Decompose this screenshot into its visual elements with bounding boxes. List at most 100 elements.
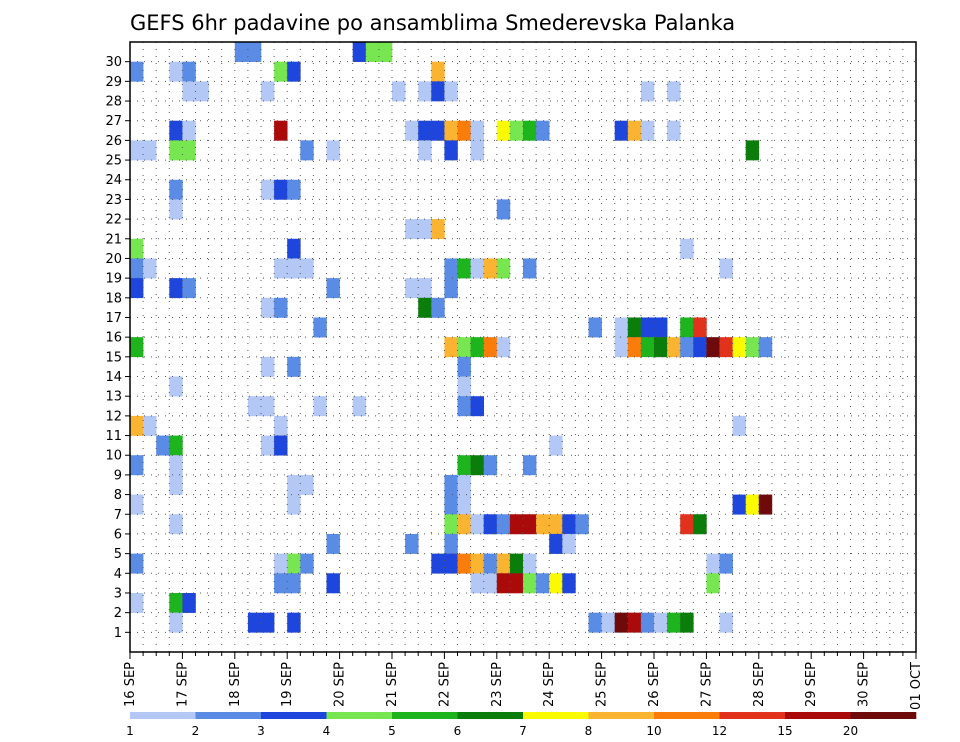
precip-cell <box>640 612 655 633</box>
precip-cell <box>680 612 694 633</box>
colorbar-label: 5 <box>388 724 396 738</box>
precip-cell <box>418 219 432 240</box>
precip-cell <box>405 120 419 141</box>
precip-cell <box>549 533 563 554</box>
precip-cell <box>247 612 262 633</box>
precip-cell <box>300 258 314 279</box>
precip-cell <box>130 494 144 515</box>
precip-cell <box>536 120 550 141</box>
colorbar-swatch <box>195 712 262 719</box>
y-tick-label: 12 <box>105 409 122 424</box>
precip-cell <box>470 120 484 141</box>
x-tick-label: 01 OCT <box>909 662 924 710</box>
precip-cell <box>667 612 681 633</box>
colorbar-swatch <box>785 712 851 719</box>
precip-cell <box>667 81 681 102</box>
colorbar-swatch <box>130 712 196 719</box>
x-tick-label: 24 SEP <box>542 662 557 707</box>
colorbar-swatch <box>719 712 786 719</box>
precip-cell <box>261 396 275 417</box>
y-tick-label: 8 <box>114 488 122 503</box>
precip-cell <box>130 553 144 574</box>
x-tick-label: 21 SEP <box>385 662 400 707</box>
precip-cell <box>287 258 301 279</box>
precip-cell <box>169 199 183 220</box>
y-tick-label: 9 <box>114 468 122 483</box>
y-tick-label: 3 <box>114 586 122 601</box>
y-tick-label: 21 <box>105 232 122 247</box>
colorbar-label: 7 <box>519 724 527 738</box>
precip-cell <box>169 455 183 476</box>
precip-cell <box>313 317 327 338</box>
precip-cell <box>444 337 458 358</box>
precip-cell <box>667 120 681 141</box>
precip-cell <box>431 553 445 574</box>
colorbar-label: 12 <box>712 724 727 738</box>
precip-cell <box>496 337 511 358</box>
precip-cell <box>261 179 275 200</box>
precip-cell <box>169 278 183 299</box>
precip-cell <box>614 120 629 141</box>
precip-cell <box>457 356 471 377</box>
y-tick-label: 17 <box>105 311 122 326</box>
precip-cell <box>287 356 301 377</box>
precip-cell <box>444 81 458 102</box>
precip-cell <box>693 514 707 535</box>
precip-cell <box>418 278 432 299</box>
y-tick-label: 14 <box>105 370 122 385</box>
precip-cell <box>418 120 432 141</box>
colorbar-label: 1 <box>126 724 134 738</box>
precip-cell <box>470 337 484 358</box>
colorbar-swatch <box>326 712 393 719</box>
precip-cell <box>601 612 615 633</box>
precip-cell <box>143 140 157 161</box>
precip-cell <box>457 553 471 574</box>
precip-cell <box>274 179 288 200</box>
colorbar-label: 4 <box>323 724 331 738</box>
x-tick-label: 18 SEP <box>228 662 243 707</box>
precip-cell <box>274 415 288 436</box>
precip-cell <box>457 337 471 358</box>
y-tick-label: 1 <box>114 626 122 641</box>
y-tick-label: 10 <box>105 449 122 464</box>
precip-cell <box>562 573 576 594</box>
x-tick-label: 27 SEP <box>699 662 714 707</box>
precip-cell <box>326 140 340 161</box>
precip-cell <box>496 573 511 594</box>
precip-cell <box>496 120 511 141</box>
colorbar-label: 15 <box>777 724 792 738</box>
precip-cell <box>130 278 144 299</box>
precip-cell <box>706 553 720 574</box>
precip-cell <box>640 317 655 338</box>
precip-cell <box>287 238 301 259</box>
x-axis-ticks: 16 SEP 17 SEP 18 SEP 19 SEP 20 SEP 21 SEP 22 S… <box>123 652 924 710</box>
precip-cell <box>130 140 144 161</box>
precip-cell <box>169 514 183 535</box>
y-tick-label: 5 <box>114 547 122 562</box>
precip-cell <box>654 612 668 633</box>
precip-cell <box>130 455 144 476</box>
precip-cell <box>470 455 484 476</box>
precip-cell <box>706 337 720 358</box>
precip-cell <box>719 258 733 279</box>
precip-cell <box>326 573 340 594</box>
y-tick-label: 6 <box>114 527 122 542</box>
precip-cell <box>483 514 498 535</box>
y-tick-label: 25 <box>105 154 122 169</box>
y-tick-label: 27 <box>105 114 122 129</box>
precip-cell <box>614 337 629 358</box>
precip-cell <box>654 337 668 358</box>
y-tick-label: 29 <box>105 75 122 90</box>
precip-cell <box>523 258 537 279</box>
precip-cell <box>444 494 458 515</box>
colorbar-swatch <box>654 712 720 719</box>
colorbar-swatch <box>261 712 327 719</box>
precip-cell <box>483 455 498 476</box>
precip-cell <box>470 140 484 161</box>
y-tick-label: 2 <box>114 606 122 621</box>
precip-cell <box>680 317 694 338</box>
colorbar-swatch <box>523 712 589 719</box>
x-tick-label: 25 SEP <box>595 662 610 707</box>
precip-cell <box>287 612 301 633</box>
